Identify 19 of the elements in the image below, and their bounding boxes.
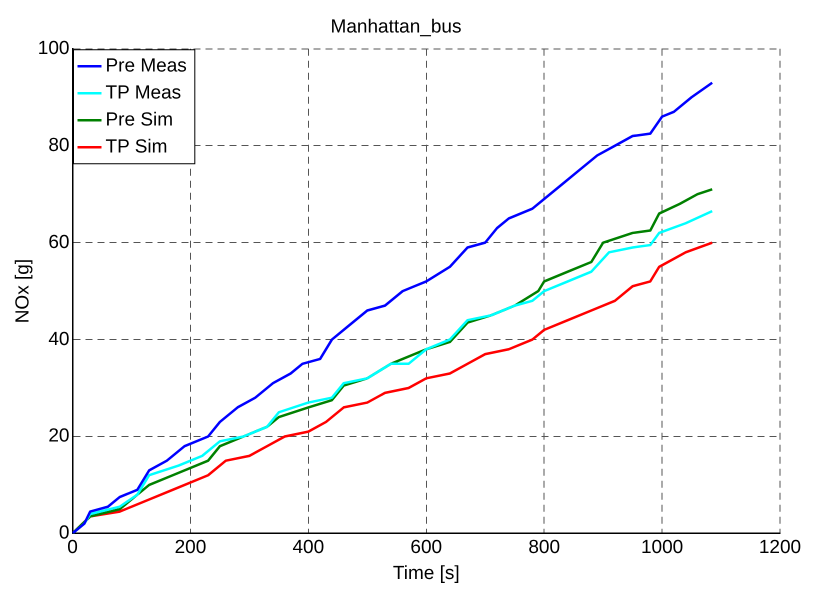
- y-tick-label: 40: [48, 328, 70, 350]
- x-tick-label: 1000: [640, 537, 684, 558]
- y-tick-label: 80: [48, 134, 70, 156]
- x-tick-label: 800: [528, 537, 560, 558]
- legend-label: Pre Sim: [106, 110, 174, 131]
- y-tick-label: 60: [48, 232, 70, 253]
- legend-label: TP Sim: [106, 136, 168, 158]
- x-tick-label: 200: [174, 537, 206, 558]
- legend-label: TP Meas: [106, 82, 182, 104]
- x-axis-title: Time [s]: [392, 562, 460, 584]
- y-tick-label: 100: [38, 38, 70, 60]
- y-tick-label: 20: [48, 426, 70, 447]
- x-tick-label: 400: [292, 537, 324, 558]
- y-axis-title: NOx [g]: [12, 258, 34, 324]
- y-tick-label: 0: [58, 522, 70, 544]
- x-tick-label: 600: [410, 537, 442, 558]
- chart-title: Manhattan_bus: [330, 16, 462, 38]
- x-tick-label: 1200: [758, 537, 802, 558]
- legend-label: Pre Meas: [106, 56, 187, 77]
